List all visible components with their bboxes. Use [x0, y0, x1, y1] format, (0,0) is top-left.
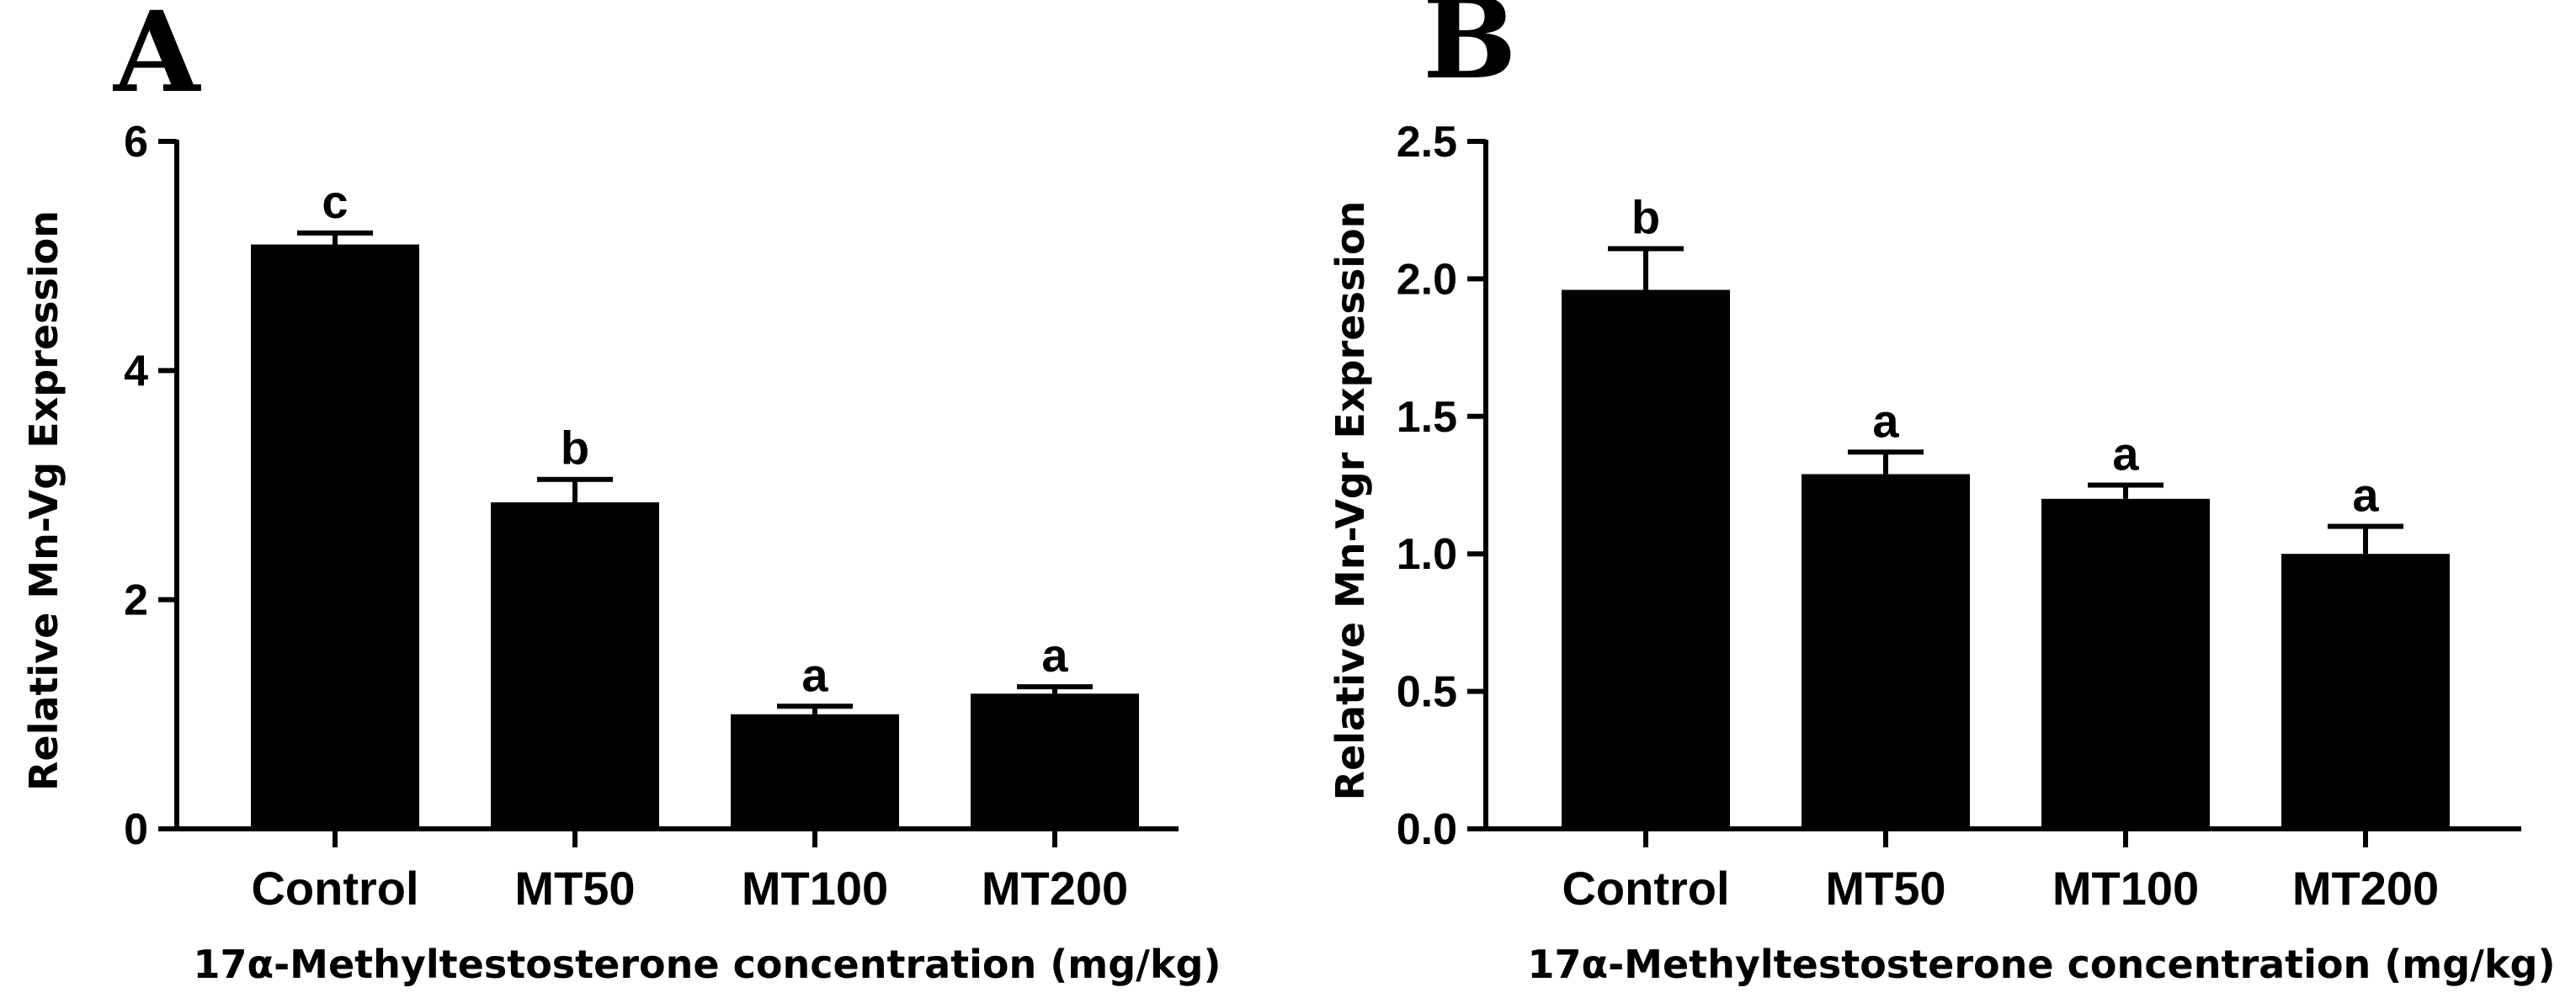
panel-a-bar — [971, 693, 1139, 829]
panel-a: A Relative Mn-Vg Expression 17α-Methylte… — [21, 0, 1221, 987]
panel-a-bar — [491, 502, 659, 829]
panel-b-significance-label: a — [1872, 394, 1899, 447]
panel-b-bar — [2281, 554, 2450, 829]
panel-b-x-axis-title: 17α-Methyltestosterone concentration (mg… — [1527, 942, 2555, 987]
panel-b-x-tick-label: Control — [1562, 862, 1729, 915]
panel-b-x-tick-label: MT100 — [2052, 862, 2199, 915]
panel-b-y-tick-label: 2.0 — [1397, 255, 1457, 304]
panel-a-x-tick-label: Control — [251, 862, 418, 915]
panel-b-marks: 0.0 0.5 1.0 1.5 2.0 2.5 b Control a MT50 a MT100 a MT… — [1397, 118, 2521, 915]
panel-a-y-tick-label: 4 — [124, 347, 148, 395]
panel-a-bar — [251, 244, 419, 829]
panel-b-significance-label: a — [2352, 469, 2379, 522]
panel-b-y-tick-label: 2.5 — [1397, 118, 1457, 167]
panel-a-x-tick-label: MT200 — [982, 862, 1128, 915]
panel-b-significance-label: a — [2112, 427, 2139, 480]
panel-a-significance-label: a — [1041, 629, 1068, 682]
panel-a-y-axis-title: Relative Mn-Vg Expression — [21, 210, 67, 791]
panel-b: B Relative Mn-Vgr Expression 17α-Methylt… — [1328, 0, 2556, 987]
panel-a-significance-label: a — [801, 648, 828, 701]
panel-a-marks: 0 2 4 6 c Control b MT50 a MT100 a MT200 — [124, 118, 1179, 915]
panel-b-letter: B — [1423, 0, 1517, 104]
panel-b-y-tick-label: 1.5 — [1397, 393, 1457, 442]
panel-b-bar — [1802, 474, 1970, 829]
panel-a-significance-label: b — [561, 422, 589, 475]
panel-a-x-tick-label: MT50 — [514, 862, 635, 915]
panel-b-y-tick-label: 0.0 — [1397, 805, 1457, 854]
panel-b-x-tick-label: MT50 — [1825, 862, 1945, 915]
panel-a-significance-label: c — [322, 175, 348, 228]
panel-b-y-tick-label: 1.0 — [1397, 530, 1457, 579]
panel-b-bar — [1562, 289, 1730, 829]
panel-b-significance-label: b — [1631, 190, 1660, 243]
panel-b-y-tick-label: 0.5 — [1397, 668, 1457, 717]
panel-a-x-tick-label: MT100 — [742, 862, 888, 915]
panel-a-y-tick-label: 0 — [124, 805, 148, 854]
panel-a-letter: A — [112, 0, 201, 118]
panel-b-bar — [2041, 498, 2210, 829]
panel-a-y-tick-label: 2 — [124, 576, 148, 625]
panel-a-y-tick-label: 6 — [124, 118, 148, 167]
panel-b-y-axis-title: Relative Mn-Vgr Expression — [1328, 201, 1373, 801]
panel-a-bar — [731, 714, 899, 829]
panel-b-x-tick-label: MT200 — [2292, 862, 2439, 915]
panel-a-x-axis-title: 17α-Methyltestosterone concentration (mg… — [193, 942, 1221, 987]
